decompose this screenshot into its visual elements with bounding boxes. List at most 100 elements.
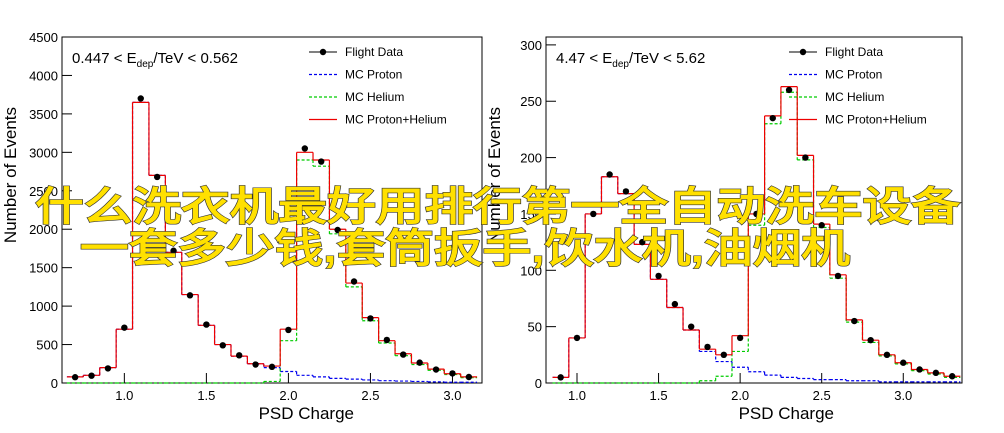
- y-tick-label: 2000: [29, 222, 58, 237]
- data-point: [573, 334, 581, 342]
- y-tick-label: 1500: [29, 261, 58, 276]
- data-point: [720, 351, 728, 359]
- data-point: [606, 171, 613, 178]
- legend-label: MC Proton+Helium: [825, 113, 927, 127]
- y-tick-label: 2500: [29, 184, 58, 199]
- title-part: /TeV < 0.562: [153, 50, 238, 67]
- data-point: [350, 278, 358, 285]
- data-point: [71, 374, 79, 381]
- data-point: [900, 359, 907, 366]
- y-tick-label: 250: [520, 94, 542, 109]
- plot-frame: [61, 36, 483, 384]
- y-tick-label: 1000: [29, 299, 58, 314]
- data-point: [687, 323, 695, 330]
- y-axis-label: Number of Events: [485, 107, 504, 243]
- x-tick-label: 1.5: [197, 388, 215, 403]
- data-point: [949, 373, 956, 380]
- data-point: [383, 336, 391, 344]
- panel: 0 500 1000 1500 2000 2500 3000 3500 4000 4500 1.0 1…: [1, 30, 483, 423]
- title-part: dep: [137, 59, 154, 70]
- overlay-text: 一套多少钱,套筒扳手,饮水机,油烟机: [80, 227, 850, 271]
- data-point: [235, 352, 243, 359]
- x-axis-label: PSD Charge: [739, 404, 834, 423]
- data-point: [318, 158, 325, 165]
- x-tick-label: 2.0: [279, 388, 297, 403]
- x-tick-label: 1.0: [568, 388, 586, 403]
- data-point: [834, 272, 842, 280]
- data-point: [704, 343, 711, 351]
- plot-frame: [545, 36, 963, 384]
- overlay-text: 什么洗衣机最好用排行第一全自动洗车设备: [35, 184, 961, 229]
- data-point: [416, 359, 423, 366]
- data-point: [655, 272, 662, 280]
- data-point: [334, 226, 341, 234]
- y-tick-label: 0: [535, 376, 542, 391]
- y-tick-label: 4500: [29, 30, 58, 45]
- y-tick-label: 0: [51, 376, 58, 391]
- data-point: [88, 372, 95, 379]
- legend-label: MC Helium: [345, 90, 404, 104]
- x-tick-label: 2.0: [731, 388, 749, 403]
- x-tick-label: 1.5: [650, 388, 668, 403]
- legend-label: MC Proton: [825, 68, 882, 82]
- y-tick-label: 3500: [29, 107, 58, 122]
- data-point: [802, 154, 809, 161]
- data-point: [301, 145, 309, 152]
- legend-swatch: [319, 48, 327, 56]
- x-tick-label: 3.0: [894, 388, 912, 403]
- chart-title: 4.47 < Edep/TeV < 5.62: [556, 50, 705, 70]
- data-point: [785, 86, 793, 94]
- data-point: [753, 210, 760, 218]
- chart-title: 0.447 < Edep/TeV < 0.562: [72, 50, 238, 70]
- data-point: [137, 95, 144, 102]
- y-tick-label: 100: [520, 263, 542, 278]
- panel: 0 50 100 150 200 250 300 1.0 1.5 2.0 2.5 3.0 PSD Cha…: [485, 36, 963, 423]
- data-point: [252, 361, 259, 368]
- y-tick-label: 50: [528, 320, 542, 335]
- data-point: [268, 363, 276, 371]
- data-point: [867, 336, 874, 344]
- title-part: 4.47 < E: [556, 50, 612, 67]
- y-axis-label: Number of Events: [1, 107, 20, 243]
- data-point: [932, 369, 940, 377]
- data-point: [203, 321, 210, 328]
- data-point: [449, 370, 456, 377]
- y-tick-label: 200: [520, 151, 542, 166]
- y-tick-label: 4000: [29, 68, 58, 83]
- x-tick-label: 3.0: [443, 388, 461, 403]
- x-axis-label: PSD Charge: [259, 404, 354, 423]
- y-tick-label: 3000: [29, 145, 58, 160]
- data-point: [736, 334, 744, 342]
- title-part: /TeV < 5.62: [629, 50, 705, 67]
- data-point: [219, 342, 226, 349]
- data-point: [465, 373, 473, 381]
- legend-label: MC Proton: [345, 68, 402, 82]
- data-point: [285, 326, 292, 334]
- data-point: [622, 188, 630, 195]
- title-part: dep: [612, 59, 629, 70]
- data-point: [916, 366, 923, 373]
- data-point: [851, 317, 858, 325]
- y-tick-label: 500: [36, 338, 58, 353]
- data-point: [432, 366, 440, 373]
- data-point: [818, 222, 825, 229]
- legend-label: Flight Data: [345, 45, 403, 59]
- data-point: [153, 173, 161, 181]
- title-part: 0.447 < E: [72, 50, 137, 67]
- legend-label: MC Helium: [825, 90, 884, 104]
- data-point: [883, 351, 891, 359]
- data-point: [671, 300, 679, 308]
- y-tick-label: 150: [520, 207, 542, 222]
- data-point: [186, 292, 194, 299]
- data-point: [367, 315, 374, 322]
- x-tick-label: 2.5: [813, 388, 831, 403]
- legend-label: MC Proton+Helium: [345, 113, 447, 127]
- data-point: [639, 238, 646, 246]
- data-point: [400, 351, 407, 358]
- x-tick-label: 2.5: [361, 388, 379, 403]
- x-tick-label: 1.0: [115, 388, 133, 403]
- data-point: [121, 324, 128, 331]
- y-tick-label: 300: [520, 38, 542, 53]
- data-point: [557, 374, 564, 381]
